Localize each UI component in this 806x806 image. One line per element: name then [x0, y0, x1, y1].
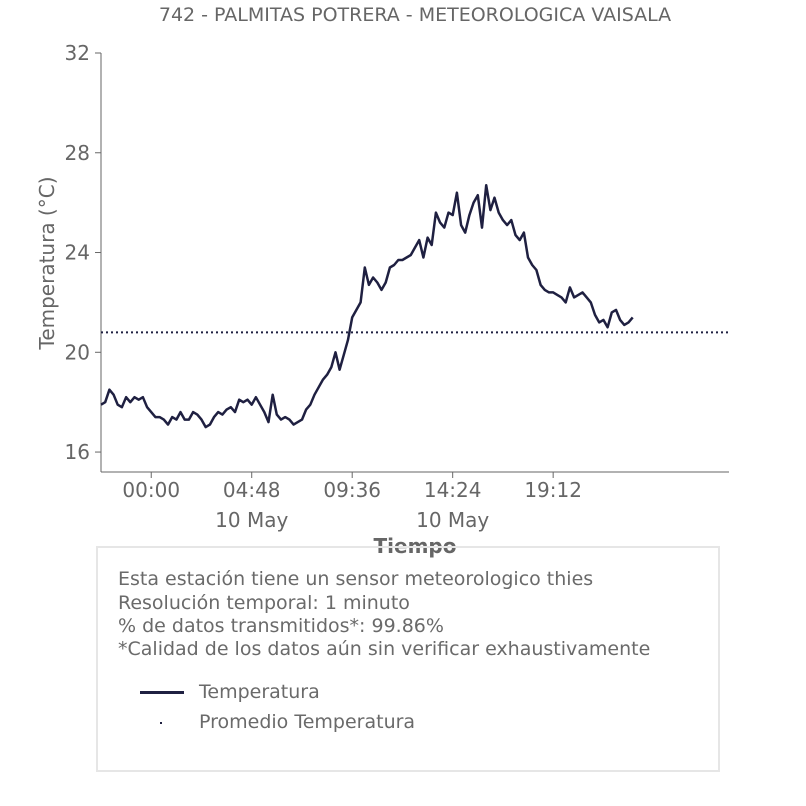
chart-title: 742 - PALMITAS POTRERA - METEOROLOGICA V… — [159, 4, 671, 26]
y-axis-label: Temperatura (°C) — [35, 176, 59, 350]
x-tick-date-label: 10 May — [416, 508, 489, 532]
y-tick-label: 24 — [65, 241, 90, 265]
data-quality-note: *Calidad de los datos aún sin verificar … — [118, 638, 651, 660]
plot-area — [100, 53, 729, 473]
x-axis-ticks: 00:00 04:48 10 May 09:36 14:24 10 May 19:12 — [122, 472, 582, 532]
y-axis-ticks: 16 20 24 28 32 — [65, 41, 101, 464]
info-box: Esta estación tiene un sensor meteorolog… — [96, 546, 720, 772]
legend-temperature-label: Temperatura — [199, 681, 320, 703]
x-tick-label: 09:36 — [323, 478, 381, 502]
transmitted-data-text: % de datos transmitidos*: 99.86% — [118, 615, 444, 637]
x-tick-date-label: 10 May — [215, 508, 288, 532]
x-tick-label: 04:48 — [223, 478, 281, 502]
temperature-chart: 742 - PALMITAS POTRERA - METEOROLOGICA V… — [35, 4, 729, 558]
x-tick-label: 00:00 — [122, 478, 180, 502]
legend-average-label: Promedio Temperatura — [199, 711, 416, 733]
temporal-resolution-text: Resolución temporal: 1 minuto — [118, 592, 410, 614]
y-tick-label: 20 — [65, 340, 90, 364]
x-tick-label: 14:24 — [424, 478, 482, 502]
station-sensor-text: Esta estación tiene un sensor meteorolog… — [118, 568, 594, 590]
y-tick-label: 28 — [65, 141, 90, 165]
x-tick-label: 19:12 — [524, 478, 582, 502]
legend-average-dot — [160, 722, 162, 724]
y-tick-label: 32 — [65, 41, 90, 65]
legend-temperature-line — [140, 691, 184, 694]
temperature-series-line — [100, 183, 634, 429]
y-tick-label: 16 — [65, 440, 90, 464]
